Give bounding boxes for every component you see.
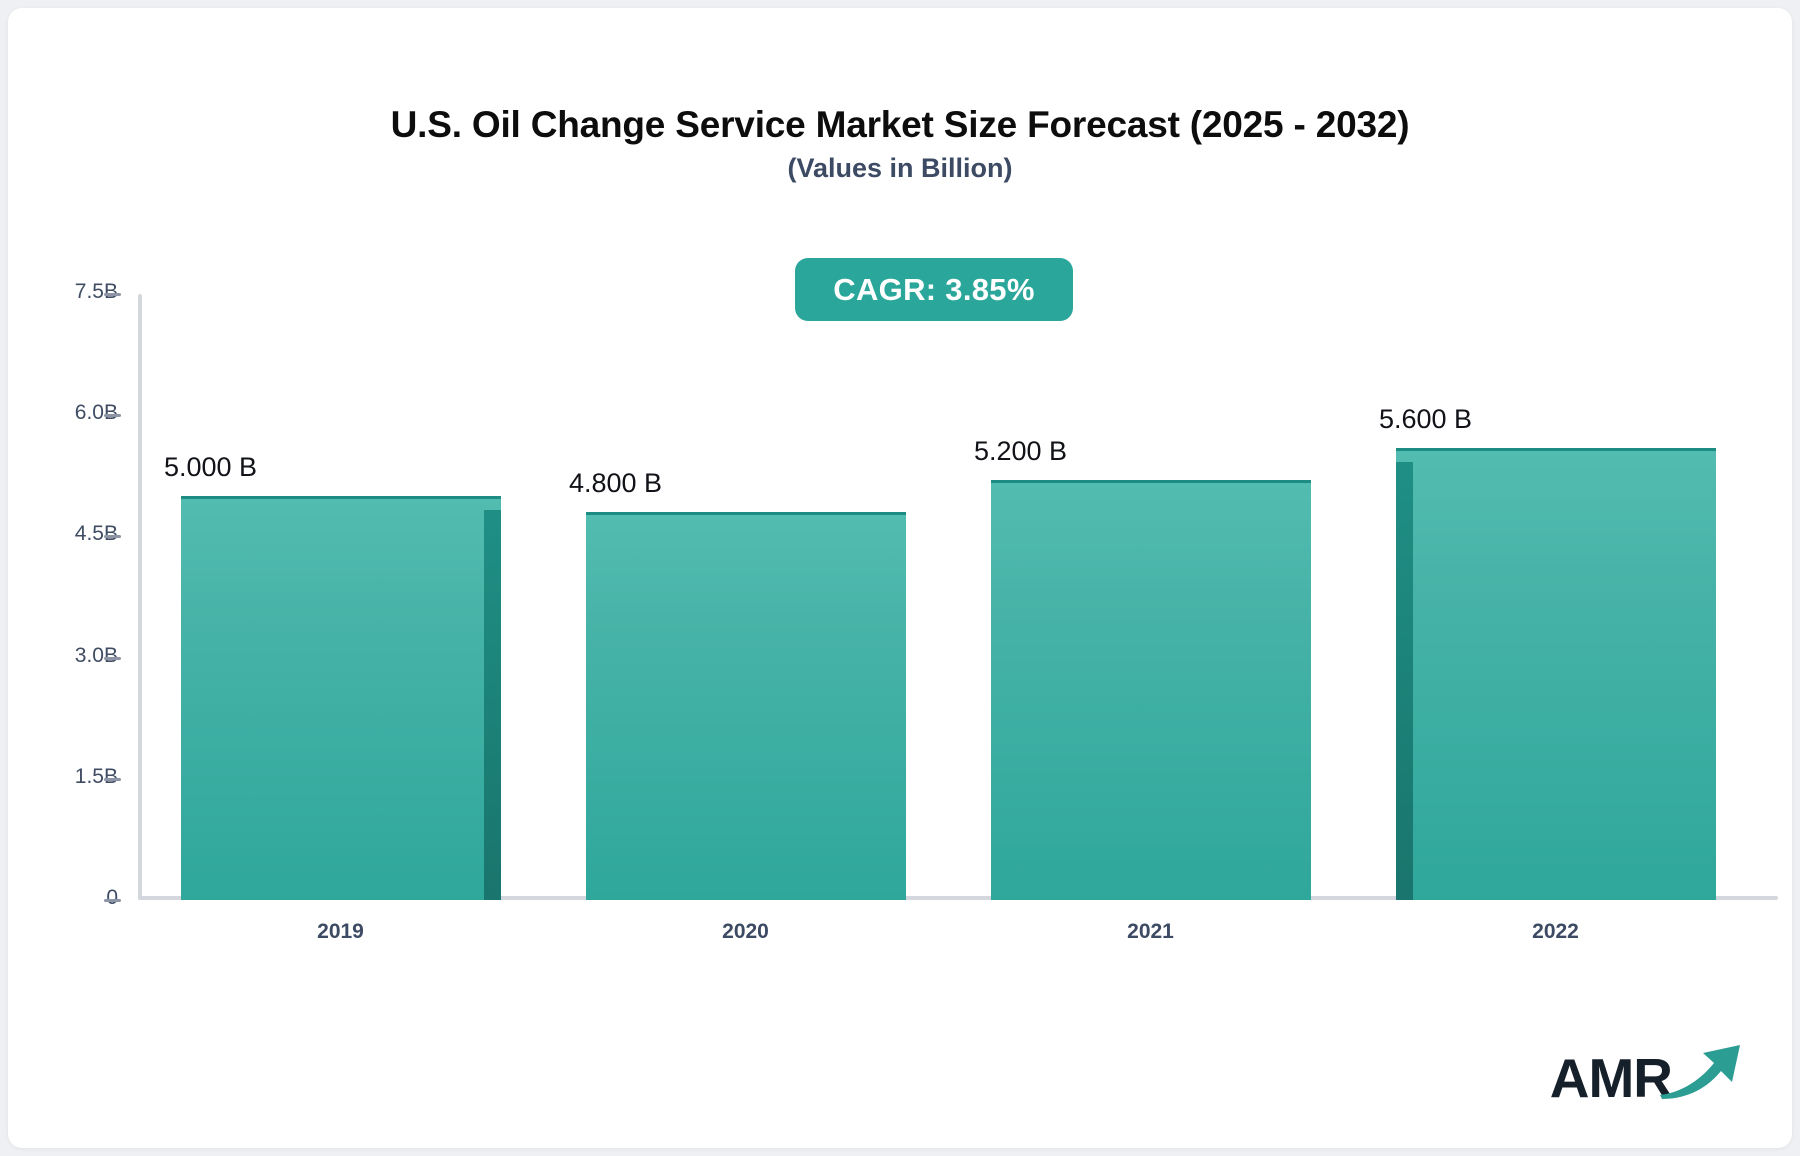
x-axis-tick-label: 2019 <box>317 920 364 943</box>
amr-logo: AMR <box>1550 1036 1744 1106</box>
page-title: U.S. Oil Change Service Market Size Fore… <box>390 104 1410 145</box>
y-axis-line <box>138 294 142 900</box>
x-axis-tick-label: 2020 <box>722 920 769 943</box>
cagr-badge: CAGR: 3.85% <box>795 258 1073 321</box>
bar-top-edge <box>1395 447 1716 451</box>
y-axis-tick-label: 3.0B <box>74 643 118 667</box>
bar-top-edge <box>585 512 906 516</box>
y-axis-tick-mark <box>104 656 121 660</box>
bar-fill <box>990 479 1311 900</box>
bar-side-shadow <box>483 510 501 900</box>
plot-area <box>138 294 1758 900</box>
cagr-badge-label: CAGR: 3.85% <box>833 271 1035 307</box>
bar-value-label: 5.600 B <box>1378 403 1473 434</box>
y-axis-tick-label: 1.5B <box>74 764 118 788</box>
bar-top-edge <box>990 479 1311 483</box>
bar-value-label: 5.000 B <box>163 452 258 482</box>
growth-arrow-icon <box>1658 1037 1744 1104</box>
y-axis-tick-mark <box>104 293 121 296</box>
y-axis-tick-label: 6.0B <box>74 401 118 425</box>
y-axis-tick-label: 0 <box>106 886 118 909</box>
y-axis-tick-label: 7.5B <box>74 280 118 303</box>
bar-fill <box>180 496 501 900</box>
x-axis-tick-label: 2022 <box>1532 920 1579 943</box>
y-axis-tick-label: 4.5B <box>74 522 118 546</box>
y-axis-tick-mark <box>104 414 121 418</box>
bar-fill <box>1395 447 1716 900</box>
bar-side-shadow <box>1395 461 1413 900</box>
bar-top-edge <box>180 496 501 499</box>
chart-subtitle: (Values in Billion) <box>787 153 1013 183</box>
bar-fill <box>585 512 906 900</box>
y-axis-tick-mark <box>104 899 121 902</box>
bar[interactable] <box>1395 447 1716 900</box>
bar[interactable] <box>180 496 501 900</box>
y-axis-tick-mark <box>104 777 121 781</box>
bar-value-label: 4.800 B <box>568 468 663 499</box>
chart-card: U.S. Oil Change Service Market Size Fore… <box>8 8 1792 1148</box>
y-axis-tick-mark <box>104 535 121 539</box>
bar[interactable] <box>585 512 906 900</box>
x-axis-tick-label: 2021 <box>1127 920 1174 943</box>
bar[interactable] <box>990 479 1311 900</box>
bar-value-label: 5.200 B <box>973 435 1068 466</box>
x-axis-line <box>138 896 1778 900</box>
logo-text: AMR <box>1549 1047 1673 1109</box>
